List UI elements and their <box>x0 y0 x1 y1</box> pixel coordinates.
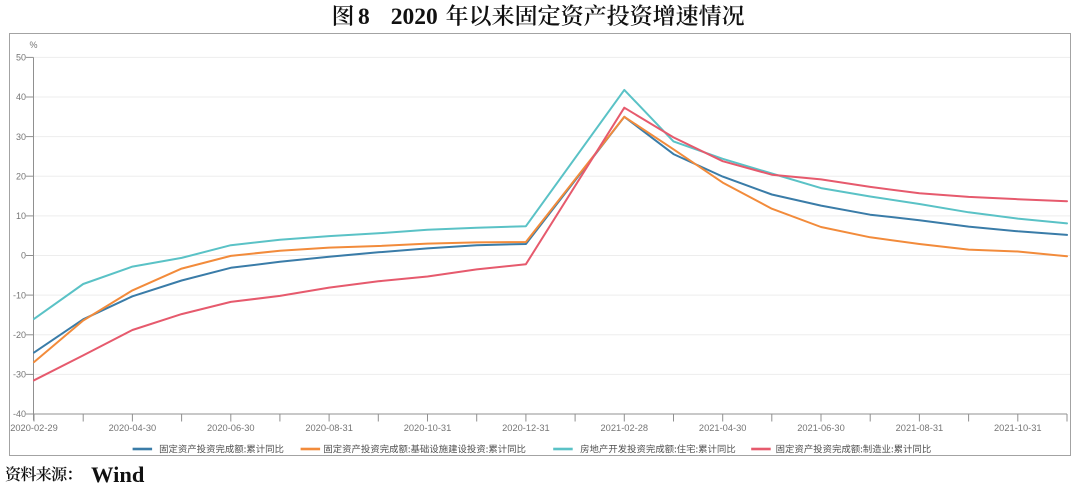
svg-text:0: 0 <box>21 251 26 261</box>
svg-text:2021-06-30: 2021-06-30 <box>797 423 845 433</box>
svg-text:%: % <box>29 40 37 50</box>
svg-text:2021-08-31: 2021-08-31 <box>896 423 944 433</box>
svg-text:2021-04-30: 2021-04-30 <box>699 423 747 433</box>
svg-text:40: 40 <box>16 92 26 102</box>
svg-text:2020-04-30: 2020-04-30 <box>109 423 157 433</box>
svg-text:2020: 2020 <box>391 4 438 30</box>
svg-text:50: 50 <box>16 53 26 63</box>
svg-text:Wind: Wind <box>91 462 145 487</box>
svg-text:2020-10-31: 2020-10-31 <box>404 423 452 433</box>
svg-text:10: 10 <box>16 211 26 221</box>
svg-text:2021-02-28: 2021-02-28 <box>601 423 649 433</box>
svg-text:-10: -10 <box>13 290 26 300</box>
svg-text:20: 20 <box>16 171 26 181</box>
svg-text:2021-10-31: 2021-10-31 <box>994 423 1042 433</box>
svg-text:2020-08-31: 2020-08-31 <box>305 423 353 433</box>
svg-text:2020-12-31: 2020-12-31 <box>502 423 550 433</box>
svg-text:2020-06-30: 2020-06-30 <box>207 423 255 433</box>
svg-text:-40: -40 <box>13 409 26 419</box>
svg-text:2020-02-29: 2020-02-29 <box>10 423 58 433</box>
svg-text:-20: -20 <box>13 330 26 340</box>
svg-text:-30: -30 <box>13 370 26 380</box>
svg-text:8: 8 <box>358 4 370 30</box>
svg-text:30: 30 <box>16 132 26 142</box>
